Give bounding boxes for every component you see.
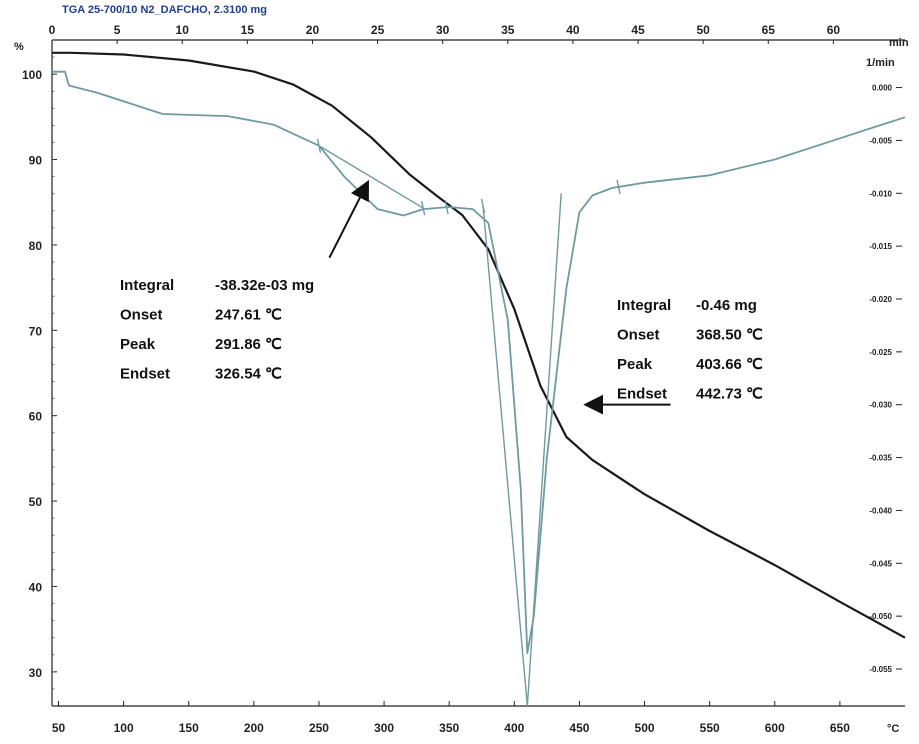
annotation-label: Integral — [120, 277, 174, 294]
top-tick-label: 10 — [176, 23, 190, 37]
annotation-value: 291.86 ℃ — [215, 336, 282, 353]
top-tick-label: 50 — [696, 23, 710, 37]
top-tick-label: 20 — [306, 23, 320, 37]
bottom-tick-label: 500 — [635, 721, 655, 735]
top-tick-label: 65 — [762, 23, 776, 37]
right-tick-label: -0.010 — [869, 189, 892, 198]
chart-title: TGA 25-700/10 N2_DAFCHO, 2.3100 mg — [62, 4, 267, 16]
left-axis-unit: % — [14, 41, 24, 53]
arrows — [328, 179, 671, 415]
top-tick-label: 5 — [114, 23, 121, 37]
arrow-first-peak — [328, 179, 369, 259]
annotation-value: 247.61 ℃ — [215, 307, 282, 324]
integration-limit-mark — [480, 198, 486, 214]
bottom-axis-unit: °C — [887, 723, 899, 735]
top-tick-label: 35 — [501, 23, 515, 37]
top-tick-label: 30 — [436, 23, 450, 37]
bottom-tick-label: 250 — [309, 721, 329, 735]
right-tick-label: -0.025 — [869, 348, 892, 357]
left-tick-label: 100 — [22, 68, 42, 82]
annotation-value: -0.46 mg — [696, 297, 757, 314]
axes — [51, 39, 905, 707]
top-tick-label: 0 — [49, 23, 56, 37]
annotation-value: -38.32e-03 mg — [215, 277, 314, 294]
dtg-curve — [52, 70, 906, 654]
annotation-label: Onset — [120, 307, 163, 324]
first-peak-baseline — [318, 145, 424, 209]
series-group — [52, 51, 906, 654]
top-tick-label: 40 — [566, 23, 580, 37]
bottom-tick-label: 450 — [569, 721, 589, 735]
tg-curve — [52, 51, 906, 639]
right-tick-label: -0.005 — [869, 136, 892, 145]
left-tick-label: 60 — [29, 410, 43, 424]
right-tick-label: -0.040 — [869, 506, 892, 515]
left-tick-label: 30 — [29, 666, 43, 680]
bottom-axis-ticks: 50 100 150 200 250 300 350 400 450 500 550 600 650 — [52, 701, 850, 735]
bottom-tick-label: 600 — [765, 721, 785, 735]
integration-markers — [316, 138, 621, 707]
left-tick-label: 40 — [29, 580, 43, 594]
right-tick-label: -0.055 — [869, 665, 892, 674]
integration-limit-mark — [316, 138, 322, 153]
left-tick-label: 50 — [29, 495, 43, 509]
annotations: Integral -38.32e-03 mg Onset 247.61 ℃ Peak 29… — [120, 277, 763, 403]
top-tick-label: 60 — [827, 23, 841, 37]
annotation-label: Peak — [617, 356, 653, 373]
right-axis-ticks: 0.000 -0.005 -0.010 -0.015 -0.020 -0.025 -0.03… — [869, 84, 902, 674]
top-tick-label: 45 — [631, 23, 645, 37]
right-tick-label: -0.030 — [869, 401, 892, 410]
bottom-tick-label: 50 — [52, 721, 66, 735]
right-tick-label: -0.050 — [869, 612, 892, 621]
top-tick-label: 15 — [241, 23, 255, 37]
bottom-tick-label: 300 — [374, 721, 394, 735]
annotation-value: 403.66 ℃ — [696, 356, 763, 373]
annotation-value: 442.73 ℃ — [696, 386, 763, 403]
top-tick-label: 25 — [371, 23, 385, 37]
annotation-value: 368.50 ℃ — [696, 327, 763, 344]
bottom-tick-label: 550 — [700, 721, 720, 735]
bottom-tick-label: 100 — [114, 721, 134, 735]
bottom-tick-label: 650 — [830, 721, 850, 735]
integration-limit-mark — [616, 179, 621, 195]
annotation-label: Endset — [120, 366, 170, 383]
right-axis-unit: 1/min — [866, 57, 895, 69]
annotation-label: Integral — [617, 297, 671, 314]
integration-limit-mark — [444, 199, 449, 215]
onset-tangent-line — [482, 205, 529, 707]
annotation-label: Endset — [617, 386, 667, 403]
right-tick-label: 0.000 — [872, 84, 893, 93]
annotation-label: Onset — [617, 327, 660, 344]
right-tick-label: -0.020 — [869, 295, 892, 304]
left-tick-label: 90 — [29, 154, 43, 168]
left-tick-label: 80 — [29, 239, 43, 253]
right-tick-label: -0.045 — [869, 559, 892, 568]
integration-limit-mark — [420, 200, 426, 216]
bottom-tick-label: 350 — [439, 721, 459, 735]
annotation-label: Peak — [120, 336, 156, 353]
right-tick-label: -0.035 — [869, 454, 892, 463]
right-tick-label: -0.015 — [869, 242, 892, 251]
left-tick-label: 70 — [29, 324, 43, 338]
bottom-tick-label: 150 — [179, 721, 199, 735]
bottom-tick-label: 400 — [504, 721, 524, 735]
endset-tangent-line — [526, 193, 562, 707]
annotation-value: 326.54 ℃ — [215, 366, 282, 383]
bottom-tick-label: 200 — [244, 721, 264, 735]
left-axis-ticks: 30 40 50 60 70 80 90 100 — [22, 39, 57, 707]
top-axis-unit: min — [889, 37, 909, 49]
top-axis-ticks: 0 5 10 15 20 25 30 35 40 45 50 65 60 — [49, 23, 841, 44]
